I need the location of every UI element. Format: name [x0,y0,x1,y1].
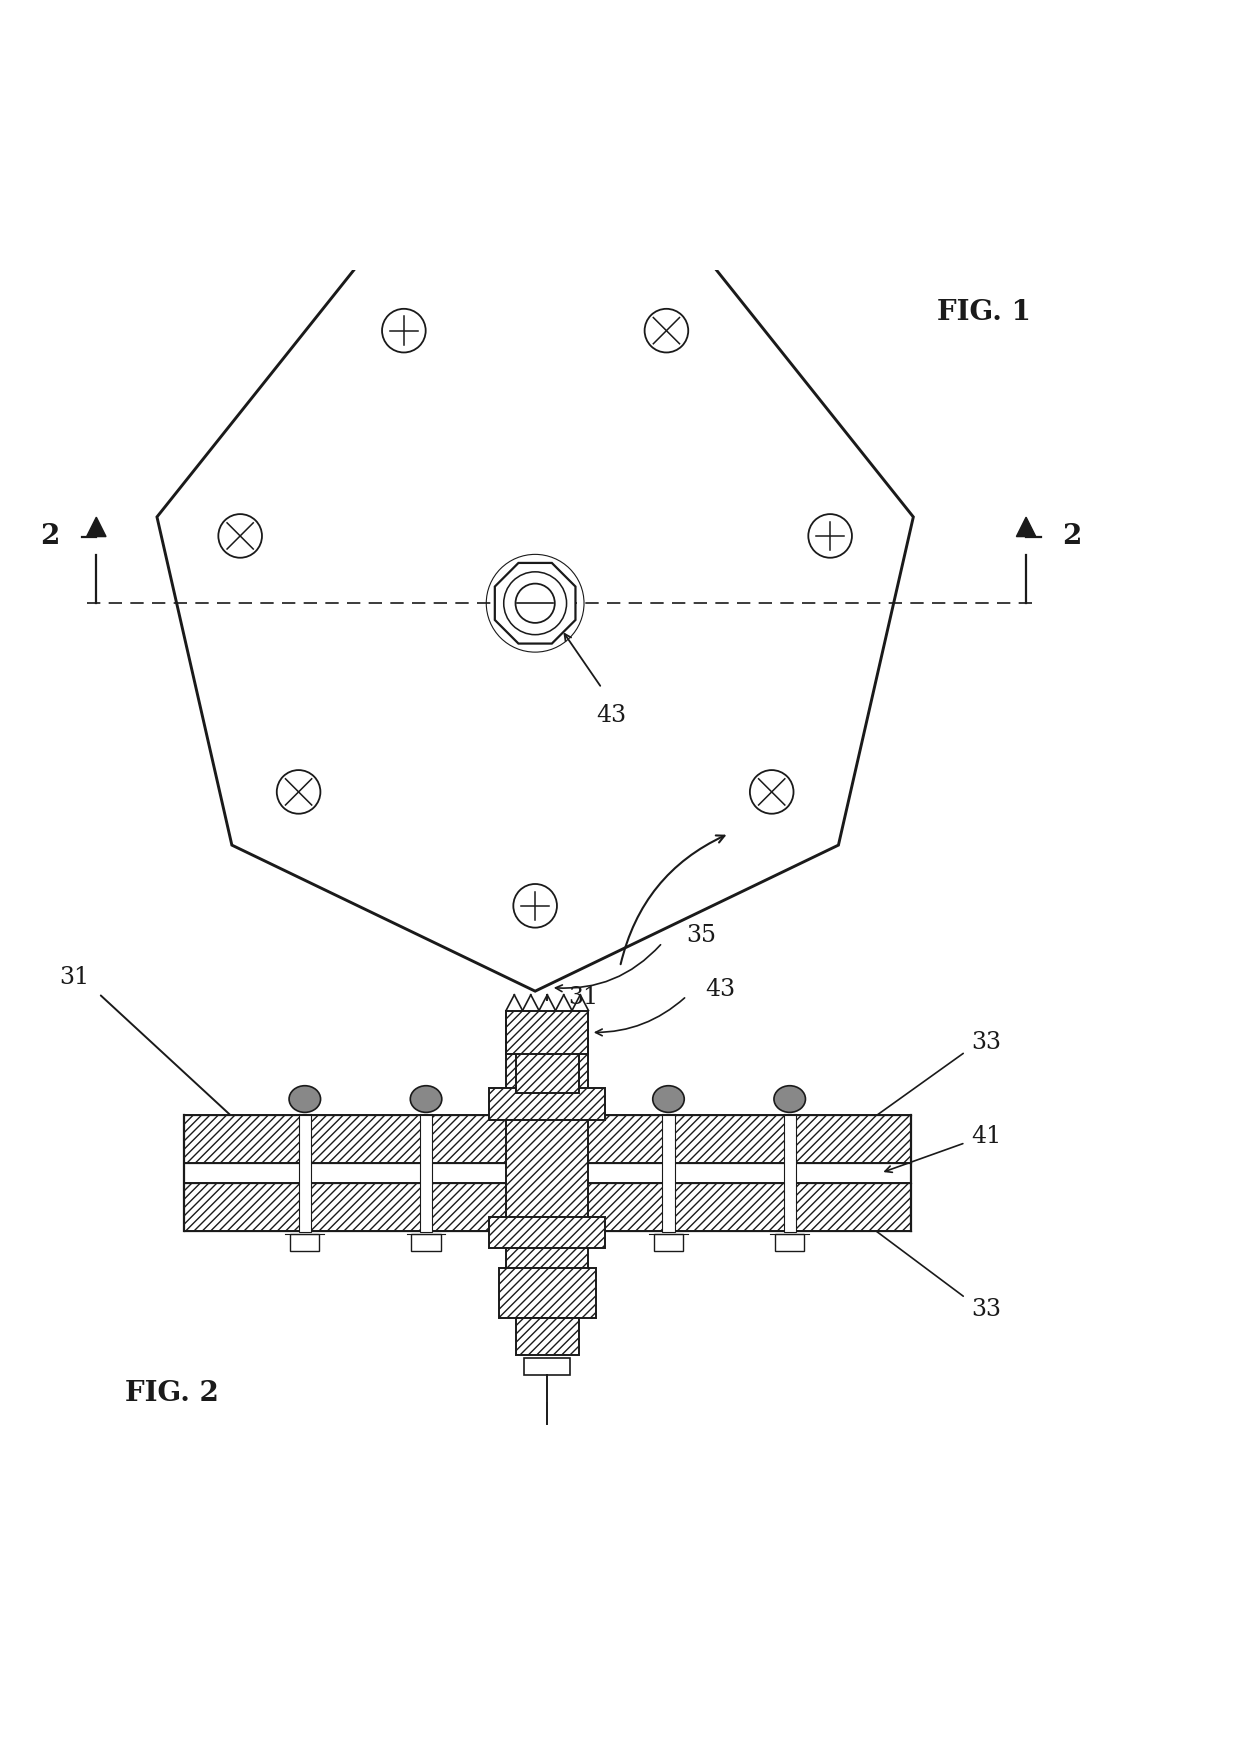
Ellipse shape [289,1086,321,1113]
Bar [184,1183,911,1232]
Circle shape [382,308,425,352]
Ellipse shape [410,1086,441,1113]
Ellipse shape [774,1086,806,1113]
Bar [662,1114,675,1232]
Polygon shape [1017,517,1035,536]
Circle shape [750,771,794,813]
Text: FIG. 2: FIG. 2 [124,1381,218,1407]
Bar [299,1114,311,1232]
Circle shape [277,771,320,813]
Bar [506,1011,589,1055]
Text: 31: 31 [60,967,89,990]
Text: 43: 43 [704,978,735,1002]
Circle shape [513,885,557,927]
Text: 33: 33 [972,1030,1002,1053]
Circle shape [218,513,262,557]
Text: 35: 35 [687,923,717,946]
Polygon shape [87,517,105,536]
Bar [498,1267,595,1319]
Circle shape [808,513,852,557]
Text: 31: 31 [569,986,599,1009]
Circle shape [645,308,688,352]
Bar [516,1049,579,1093]
Bar [412,1233,440,1251]
Bar [184,1114,911,1163]
Bar [290,1233,320,1251]
Bar [525,1358,570,1375]
Bar [653,1233,683,1251]
Bar [775,1233,805,1251]
Bar [420,1114,432,1232]
Bar [489,1216,605,1247]
Text: 2: 2 [41,524,60,550]
Bar [506,1048,589,1298]
Bar [516,1319,579,1354]
Bar [784,1114,796,1232]
Text: 41: 41 [972,1125,1002,1148]
Text: FIG. 1: FIG. 1 [936,300,1030,326]
Text: 2: 2 [1063,524,1081,550]
Text: 43: 43 [595,704,626,727]
Polygon shape [495,562,575,643]
Bar [489,1088,605,1120]
Ellipse shape [652,1086,684,1113]
Text: 33: 33 [972,1298,1002,1321]
Polygon shape [157,254,914,992]
